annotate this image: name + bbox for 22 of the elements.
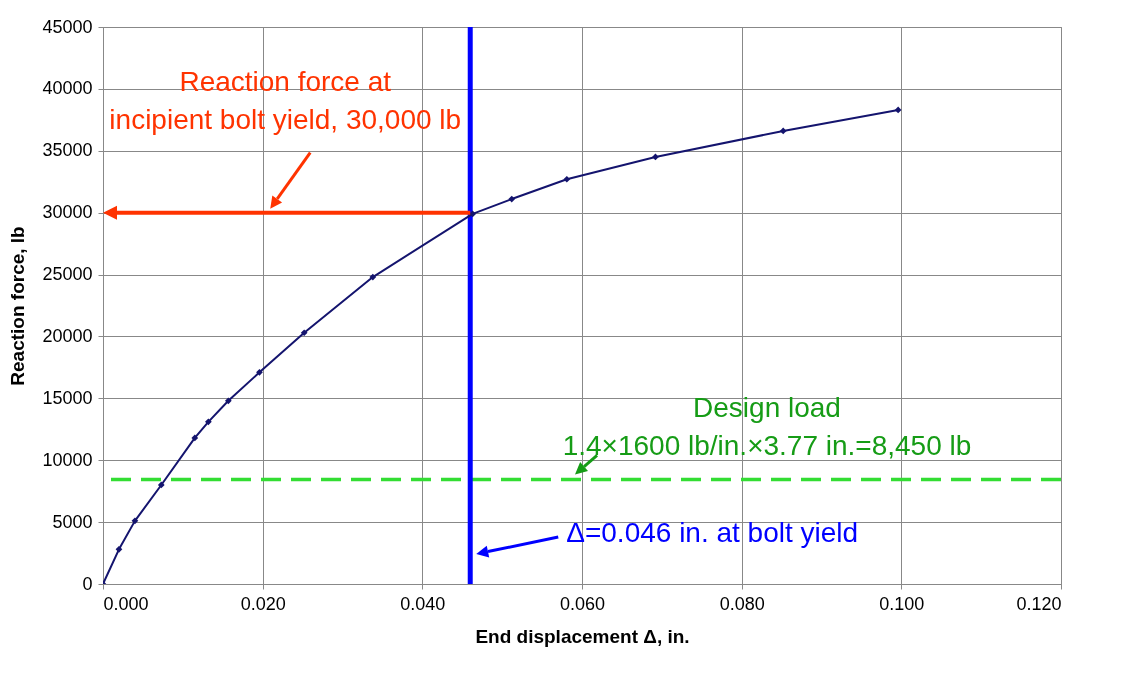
x-tick-label: 0.020 [240,593,286,614]
y-tick-label: 15000 [42,387,93,408]
x-tick-label: 0.100 [879,593,925,614]
x-axis-title: End displacement Δ, in. [475,625,690,647]
x-tick-label: 0.080 [719,593,765,614]
y-tick-label: 5000 [52,511,93,532]
y-tick-label: 20000 [42,325,93,346]
ref-line-label: Δ=0.046 in. at bolt yield [566,517,859,548]
y-tick-label: 45000 [42,16,93,37]
y-tick-label: 30000 [42,202,93,223]
y-tick-label: 0 [82,573,93,594]
y-tick-label: 10000 [42,449,93,470]
x-tick-label: 0.000 [103,593,149,614]
x-tick-label: 0.060 [559,593,606,614]
annotation: Reaction force at incipient bolt yield, 30,000 lb [109,65,462,135]
y-tick-label: 25000 [42,264,93,285]
y-tick-label: 35000 [42,140,93,161]
y-tick-label: 40000 [42,78,93,99]
x-tick-label: 0.120 [1016,593,1062,614]
x-tick-label: 0.040 [400,593,446,614]
ref-line-label: Design load 1.4×1600 lb/in.×3.77 in.=8,450 lb [562,392,972,462]
y-axis-title: Reaction force, lb [7,226,29,386]
